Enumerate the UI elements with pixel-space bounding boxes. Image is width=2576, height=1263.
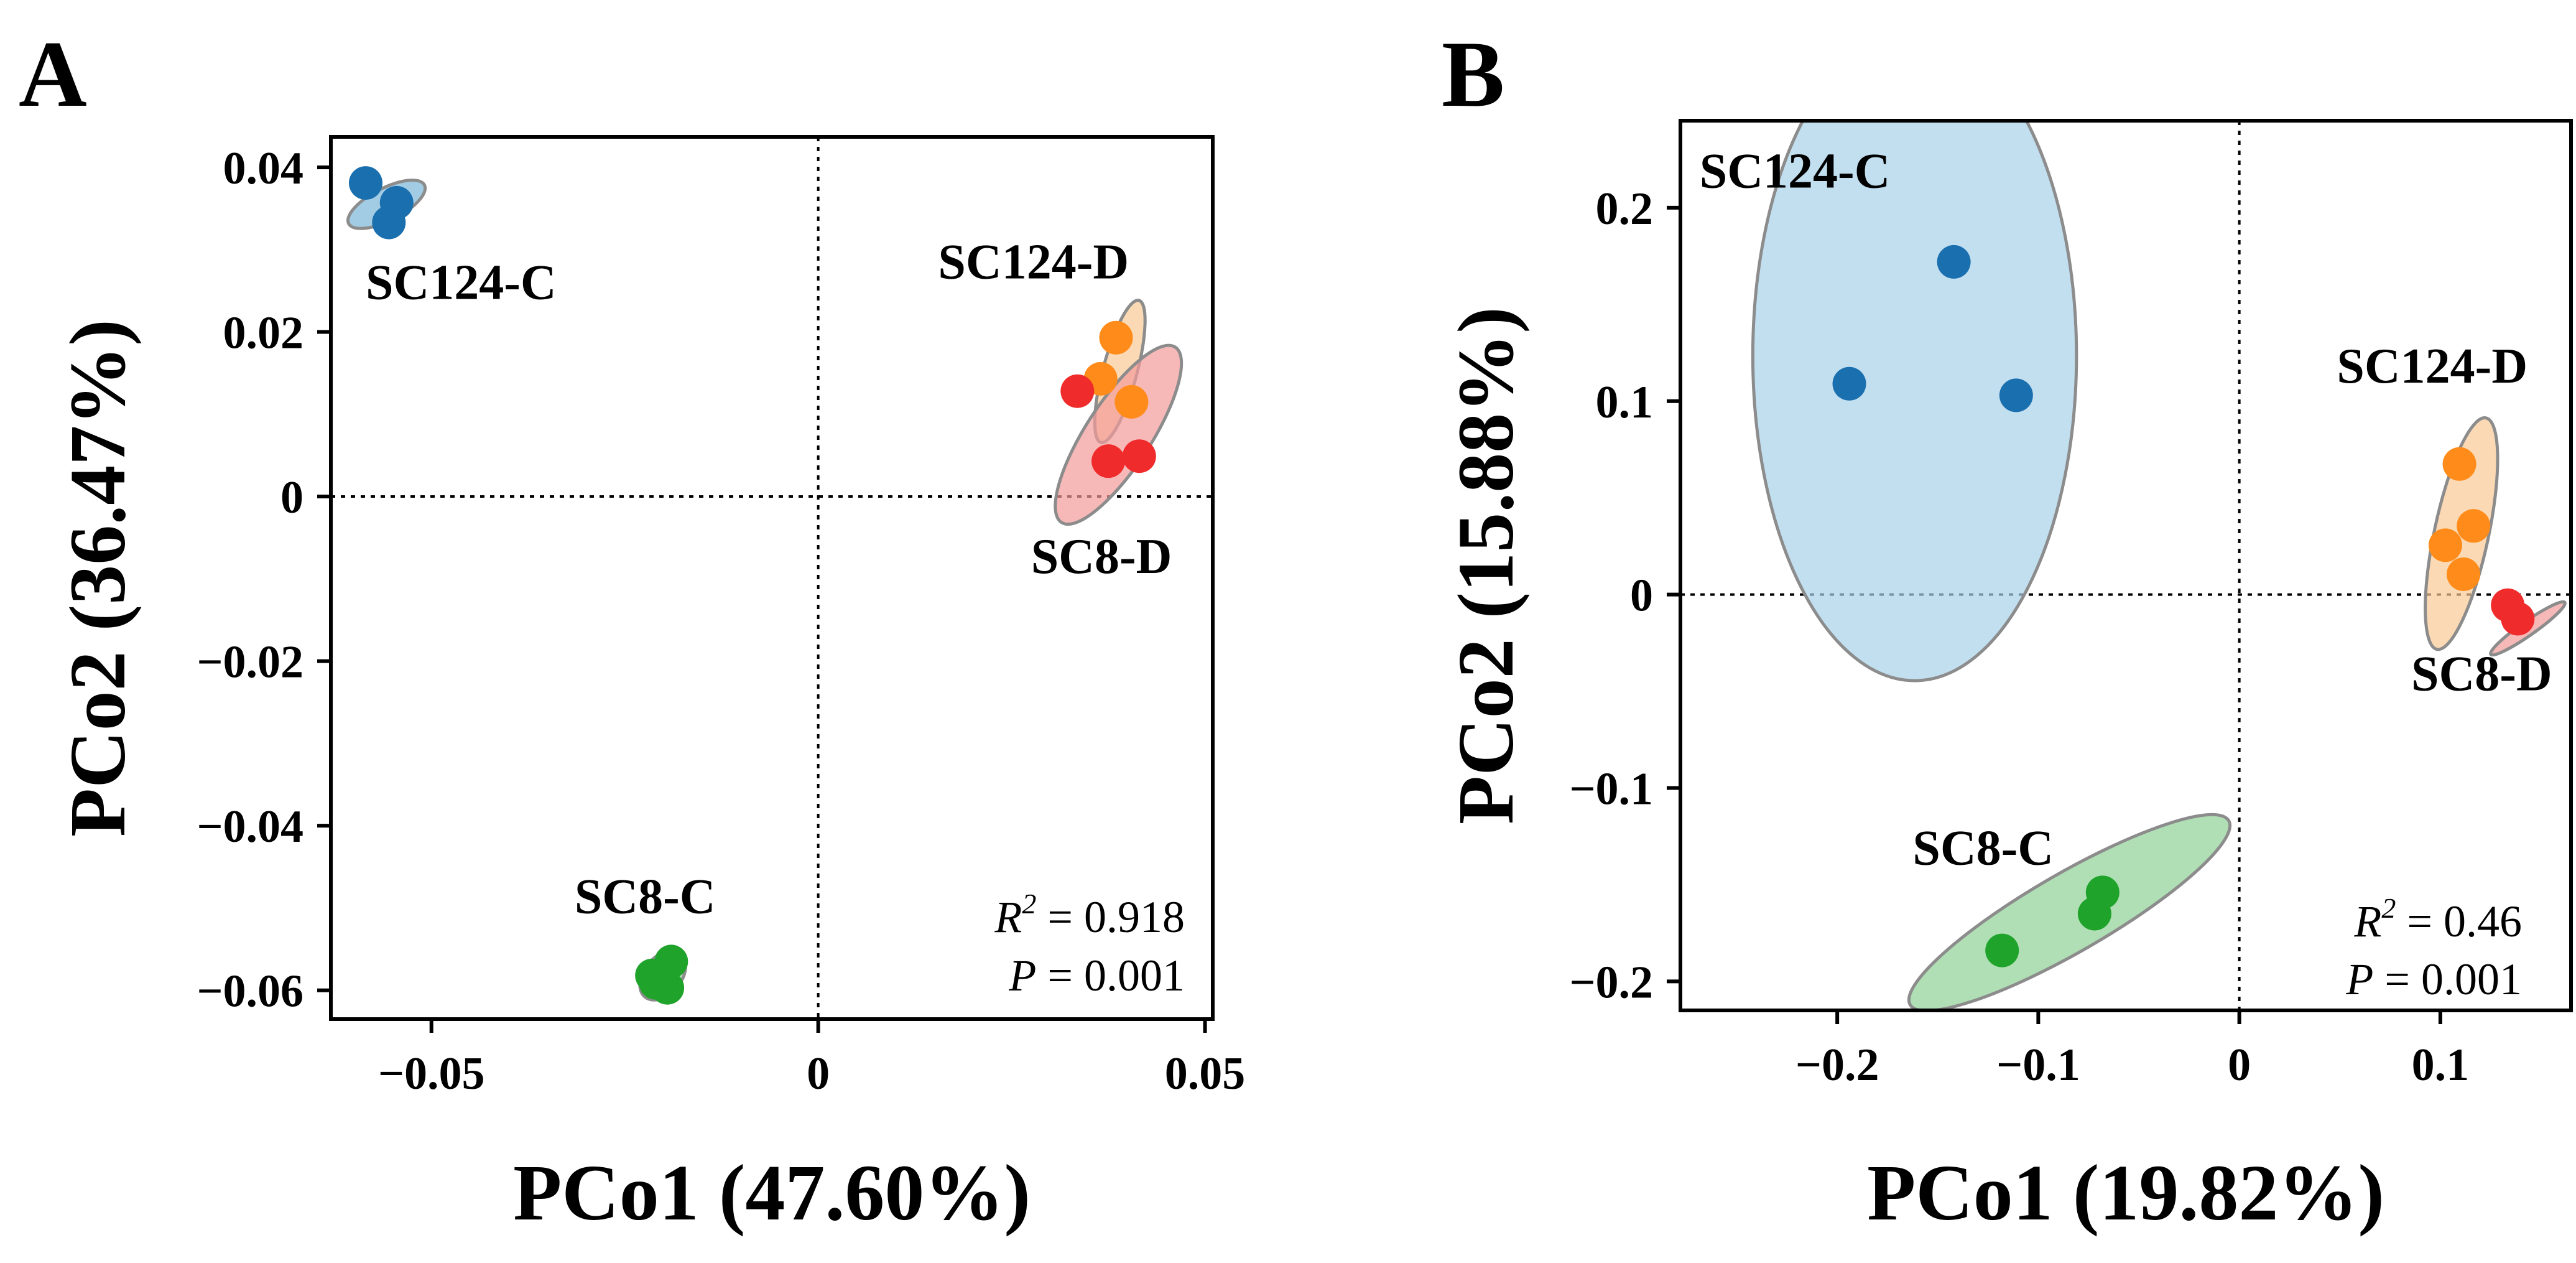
panel-b-x-axis-title: PCo1 (19.82%)	[1867, 1149, 2384, 1237]
panel-b-sc124-d-point	[2442, 447, 2476, 481]
panel-a-plot-frame	[329, 135, 1215, 1021]
panel-a-sc8-d-point	[1060, 374, 1095, 408]
panel-b-x-tick-label: 0	[2228, 1040, 2251, 1091]
panel-a-p-value: = 0.001	[1036, 951, 1185, 1000]
panel-a-sc8-d-label: SC8-D	[1031, 529, 1172, 584]
panel-b-sc124-c-ellipse	[1751, 121, 2078, 683]
panel-a-y-tick-label: 0	[280, 472, 303, 523]
panel-b-sc124-c-point	[1937, 245, 1971, 279]
panel-b-sc124-d-point	[2428, 528, 2462, 562]
panel-a-sc8-c-point	[639, 966, 673, 1000]
panel-b-p-symbol: P	[2345, 954, 2373, 1004]
panel-b-sc124-d-label: SC124-D	[2337, 339, 2527, 394]
panel-b-r2-value: = 0.46	[2396, 897, 2522, 946]
panel-a-sc8-d-point	[1122, 439, 1156, 473]
panel-a-sc124-d-label: SC124-D	[938, 235, 1129, 290]
panel-b-sc124-d-point	[2457, 509, 2491, 543]
panel-a-sc124-c-label: SC124-C	[366, 256, 557, 310]
panel-b-p-value: = 0.001	[2373, 954, 2522, 1004]
panel-b-letter: B	[1442, 22, 1504, 126]
panel-a-sc124-d-point	[1114, 384, 1149, 419]
panel-a-p-stat: P = 0.001	[1008, 951, 1185, 1000]
panel-b-sc8-d-label: SC8-D	[2411, 647, 2552, 702]
panel-a-letter: A	[19, 22, 87, 126]
panel-a-r2-value: = 0.918	[1036, 892, 1185, 942]
panel-b-sc124-c-label: SC124-C	[1700, 144, 1891, 198]
panel-a-y-axis-title: PCo2 (36.47%)	[53, 319, 142, 837]
panel-a-sc8-c-label: SC8-C	[575, 869, 716, 924]
panel-b-y-tick-label: −0.2	[1569, 957, 1653, 1008]
panel-a-y-tick-label: 0.04	[223, 143, 304, 194]
panel-a-sc124-c-point	[348, 166, 382, 200]
panel-b-y-tick-label: 0.2	[1596, 184, 1654, 235]
panel-b-sc8-c-point	[1985, 933, 2019, 967]
panel-b-plot-frame	[1679, 119, 2573, 1012]
panel-b-sc8-c-ellipse	[1907, 813, 2232, 1010]
panel-a-y-tick-label: −0.06	[197, 966, 303, 1017]
panel-a-sc124-c-point	[372, 205, 406, 240]
panel-b-x-tick-label: −0.2	[1795, 1040, 1879, 1091]
panel-b-y-tick-label: −0.1	[1569, 764, 1653, 815]
panel-b-sc124-c-point	[1832, 366, 1866, 401]
panel-b-sc124-d-point	[2447, 557, 2481, 591]
panel-b-r2-stat: R2 = 0.46	[2353, 892, 2522, 946]
panel-a-x-tick-label: 0.05	[1165, 1048, 1246, 1099]
panel-b-r2-superscript: 2	[2381, 892, 2396, 924]
panel-a-y-tick-label: −0.04	[197, 801, 303, 852]
panel-b-y-tick-label: 0.1	[1596, 377, 1654, 428]
panel-b-y-tick-label: 0	[1630, 571, 1653, 622]
panel-b-sc8-c-label: SC8-C	[1912, 821, 2054, 875]
panel-b-sc8-c-point	[2085, 875, 2120, 910]
panel-a-sc8-d-point	[1091, 444, 1126, 478]
panel-b-sc8-d-point	[2501, 602, 2535, 636]
panel-b: B SC124-C SC124-D SC8-D SC8-C −0.2 −0.1 0 0.1 0.…	[1442, 22, 2573, 1237]
panel-a-x-tick-label: −0.05	[378, 1048, 485, 1099]
panel-b-r2-symbol: R	[2353, 897, 2381, 946]
panel-a-r2-superscript: 2	[1022, 888, 1036, 920]
panel-b-x-tick-label: −0.1	[1996, 1040, 2080, 1091]
panel-a-y-tick-label: 0.02	[223, 307, 304, 358]
panel-a-r2-stat: R2 = 0.918	[994, 888, 1185, 942]
panel-b-x-tick-label: 0.1	[2412, 1040, 2470, 1091]
panel-b-sc124-c-point	[1999, 378, 2033, 412]
panel-a-x-tick-label: 0	[807, 1048, 830, 1099]
panel-a-y-tick-label: −0.02	[197, 637, 303, 688]
panel-a: A SC124-C SC124-D SC8-D SC8-C −0.05 0 0.05 0.04…	[19, 22, 1245, 1237]
panel-a-sc124-d-point	[1099, 320, 1133, 355]
panel-a-x-axis-title: PCo1 (47.60%)	[513, 1149, 1031, 1237]
panel-a-p-symbol: P	[1008, 951, 1036, 1000]
panel-a-r2-symbol: R	[994, 892, 1022, 942]
panel-b-y-axis-title: PCo2 (15.88%)	[1442, 307, 1530, 824]
panel-b-p-stat: P = 0.001	[2345, 954, 2522, 1004]
